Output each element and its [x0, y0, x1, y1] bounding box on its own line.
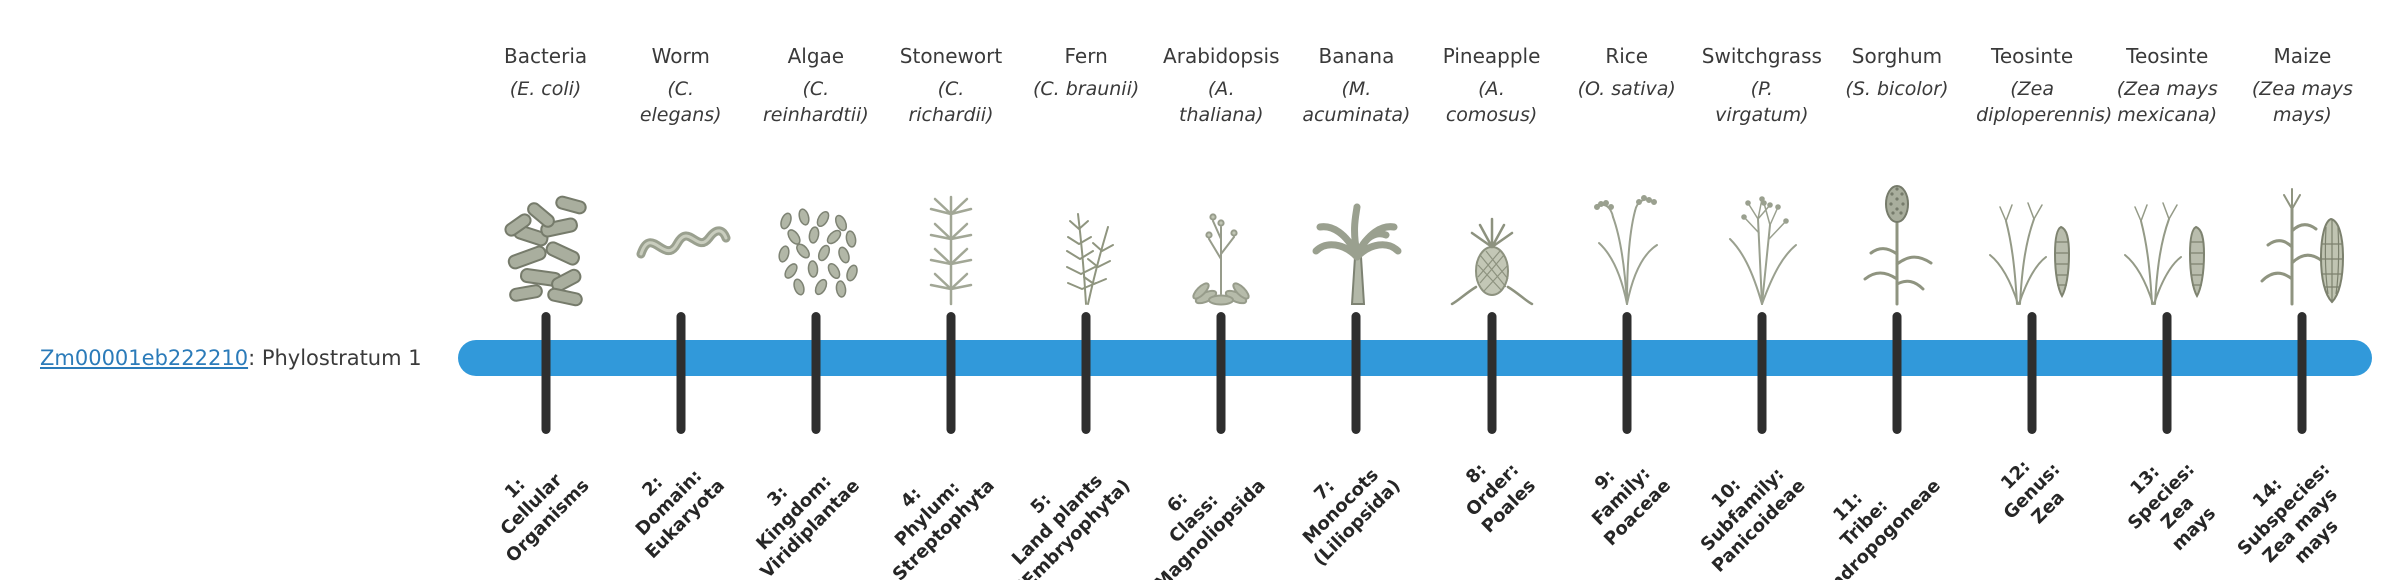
organism-column-rice: Rice (O. sativa)	[1559, 44, 1694, 309]
organism-name: Arabidopsis	[1163, 44, 1280, 68]
organism-column-sorghum: Sorghum (S. bicolor)	[1829, 44, 1964, 309]
organism-name: Algae	[787, 44, 845, 68]
phylostratum-bar	[458, 340, 2372, 376]
organism-column-teosinte-diploperennis: Teosinte (Zea diploperennis)	[1965, 44, 2113, 309]
organism-column-algae: Algae (C. reinhardtii)	[748, 44, 883, 309]
organism-column-pineapple: Pineapple (A. comosus)	[1424, 44, 1559, 309]
organism-scientific-name: (C. richardii)	[908, 78, 994, 126]
gene-label-suffix: : Phylostratum 1	[248, 346, 422, 370]
organism-scientific-name: (P. virgatum)	[1715, 78, 1809, 126]
organism-scientific-name: (M. acuminata)	[1302, 78, 1411, 126]
teosinte-icon	[2108, 137, 2226, 309]
organism-scientific-name: (E. coli)	[509, 78, 582, 100]
phylostratum-tick	[811, 312, 821, 434]
banana-icon	[1297, 137, 1415, 309]
gene-label: Zm00001eb222210: Phylostratum 1	[40, 346, 422, 370]
organism-scientific-name: (Zea diploperennis)	[1976, 78, 2113, 126]
organism-name: Worm	[651, 44, 710, 68]
organism-scientific-name: (O. sativa)	[1577, 78, 1676, 100]
phylostratum-tick	[2297, 312, 2307, 434]
organism-scientific-name: (Zea mays mexicana)	[2116, 78, 2218, 126]
organism-column-maize: Maize (Zea mays mays)	[2235, 44, 2370, 309]
organism-scientific-name: (C. braunii)	[1032, 78, 1140, 100]
phylostratum-label: 14: Subspecies: Zea mays mays	[2233, 458, 2343, 569]
phylostratum-tick	[1351, 312, 1361, 434]
organism-column-fern: Fern (C. braunii)	[1019, 44, 1154, 309]
organism-name: Teosinte	[2126, 44, 2209, 68]
organism-name: Pineapple	[1442, 44, 1541, 68]
phylostratum-tick	[1216, 312, 1226, 434]
organism-column-teosinte-mexicana: Teosinte (Zea mays mexicana)	[2100, 44, 2235, 309]
maize-icon	[2243, 137, 2361, 309]
phylostratum-label: 4: Phylum: Streptophyta	[889, 475, 1000, 580]
phylostratum-tick	[2162, 312, 2172, 434]
phylostratum-labels: 1: Cellular Organisms 2: Domain: Eukaryo…	[478, 442, 2370, 580]
phylostratum-label: 5: Land plants (Embryophyta)	[1007, 470, 1135, 580]
phylostratum-label: 1: Cellular Organisms	[496, 469, 594, 567]
phylostratum-tick	[541, 312, 551, 434]
organism-name: Maize	[2273, 44, 2332, 68]
phylostratum-label: 8: Order: Poales	[1461, 459, 1540, 538]
organism-columns: Bacteria (E. coli) Worm (C. elegans) Alg…	[478, 44, 2370, 309]
phylostratum-tick	[1487, 312, 1497, 434]
phylostratum-label: 7: Monocots (Liliopsida)	[1298, 464, 1405, 571]
phylostratum-tick	[2027, 312, 2037, 434]
phylostratum-ticks	[478, 312, 2370, 434]
phylostratum-tick	[1622, 312, 1632, 434]
phylostratum-label: 11: Tribe: Andropogoneae	[1816, 475, 1946, 580]
phylostratum-tick	[1081, 312, 1091, 434]
organism-name: Switchgrass	[1701, 44, 1822, 68]
organism-column-bacteria: Bacteria (E. coli)	[478, 44, 613, 309]
gene-id-link[interactable]: Zm00001eb222210	[40, 346, 249, 370]
phylostratum-tick	[946, 312, 956, 434]
fern-icon	[1027, 137, 1145, 309]
organism-scientific-name: (S. bicolor)	[1845, 78, 1949, 100]
organism-scientific-name: (A. thaliana)	[1179, 78, 1264, 126]
pineapple-icon	[1433, 137, 1551, 309]
phylostratum-label: 3: Kingdom: Viridiplantae	[752, 470, 864, 580]
phylostratum-tick	[676, 312, 686, 434]
bacteria-icon	[487, 137, 605, 309]
organism-name: Stonewort	[899, 44, 1003, 68]
rice-icon	[1568, 137, 1686, 309]
phylostratum-label: 12: Genus: Zea	[1996, 456, 2069, 529]
organism-name: Rice	[1605, 44, 1649, 68]
sorghum-icon	[1838, 137, 1956, 309]
organism-name: Teosinte	[1991, 44, 2074, 68]
phylostratum-label: 9: Family: Poaceae	[1587, 463, 1675, 551]
organism-name: Bacteria	[503, 44, 588, 68]
organism-column-stonewort: Stonewort (C. richardii)	[883, 44, 1018, 309]
organism-column-banana: Banana (M. acuminata)	[1289, 44, 1424, 309]
organism-scientific-name: (C. reinhardtii)	[762, 78, 869, 126]
organism-scientific-name: (Zea mays mays)	[2251, 78, 2353, 126]
organism-scientific-name: (C. elegans)	[639, 78, 722, 126]
organism-column-switchgrass: Switchgrass (P. virgatum)	[1694, 44, 1829, 309]
organism-column-worm: Worm (C. elegans)	[613, 44, 748, 309]
organism-name: Sorghum	[1851, 44, 1943, 68]
algae-icon	[757, 137, 875, 309]
organism-column-arabidopsis: Arabidopsis (A. thaliana)	[1154, 44, 1289, 309]
switchgrass-icon	[1703, 137, 1821, 309]
phylostratum-tick	[1757, 312, 1767, 434]
arabidopsis-icon	[1162, 137, 1280, 309]
worm-icon	[622, 137, 740, 309]
organism-name: Banana	[1318, 44, 1395, 68]
organism-scientific-name: (A. comosus)	[1445, 78, 1538, 126]
stonewort-icon	[892, 137, 1010, 309]
phylostratum-label: 6: Class: Magnoliopsida	[1150, 475, 1270, 580]
phylostratum-label: 13: Species: Zea mays	[2124, 458, 2221, 556]
organism-name: Fern	[1064, 44, 1108, 68]
phylostratum-label: 2: Domain: Eukaryota	[631, 465, 729, 563]
teosinte-icon	[1973, 137, 2091, 309]
phylostratum-tick	[1892, 312, 1902, 434]
